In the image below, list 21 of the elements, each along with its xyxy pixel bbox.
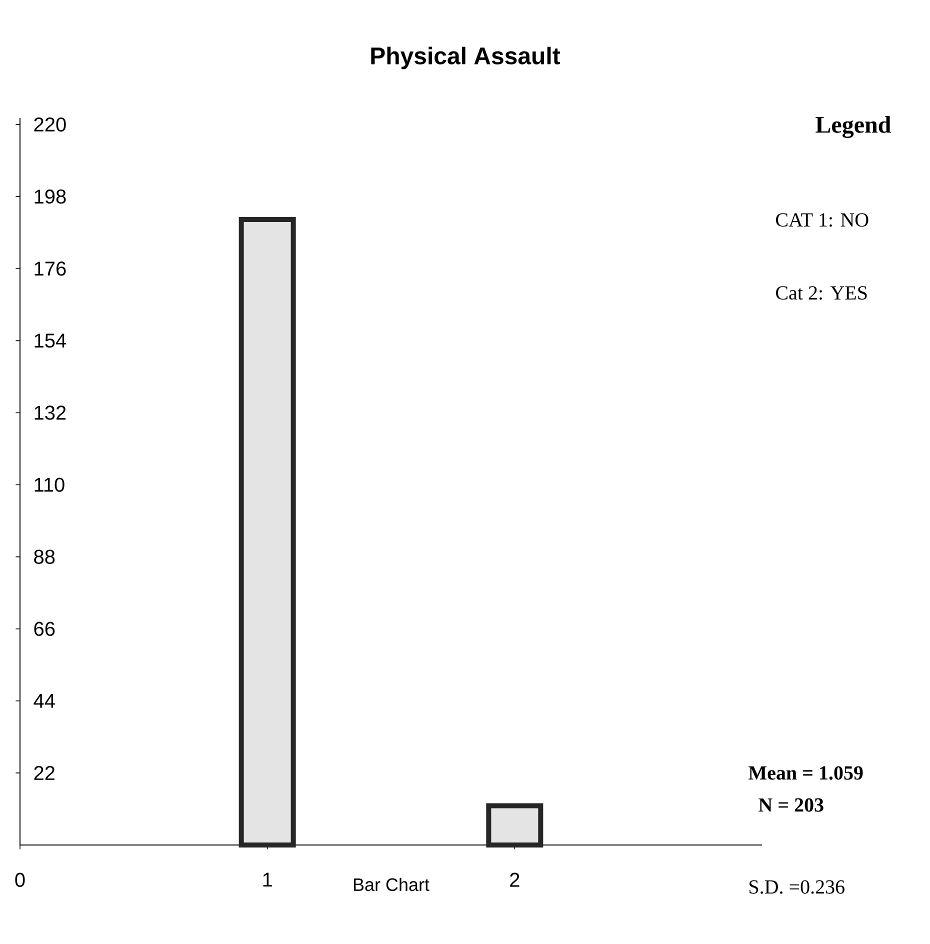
chart-title: Physical Assault <box>371 46 560 70</box>
y-tick-label: 132 <box>34 406 66 420</box>
y-tick-label: 88 <box>34 550 55 564</box>
annotation: N = 203 <box>758 798 824 812</box>
x-tick-label: 0 <box>15 872 25 887</box>
text: CAT 1: NO <box>776 213 868 227</box>
x-axis-title: Bar Chart <box>354 878 430 892</box>
y-tick-label: 110 <box>34 478 64 492</box>
text: S.D. =0.236 <box>750 880 844 894</box>
text: Cat 2: YES <box>776 286 867 300</box>
x-tick-label: 2 <box>510 872 520 887</box>
y-tick-label: 66 <box>34 622 55 636</box>
annotation: Mean = 1.059 <box>748 766 863 780</box>
y-tick-label: 220 <box>34 117 66 132</box>
text: Legend <box>816 116 891 138</box>
y-tick-label: 198 <box>34 190 66 204</box>
y-tick-label: 176 <box>34 262 66 276</box>
y-tick-label: 22 <box>34 766 54 780</box>
y-tick-label: 44 <box>34 694 55 708</box>
y-tick-label: 154 <box>34 334 66 348</box>
x-tick-label: 1 <box>263 872 272 887</box>
